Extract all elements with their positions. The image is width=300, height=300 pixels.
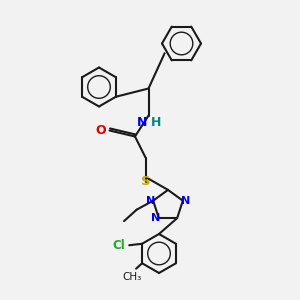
Text: H: H: [151, 116, 161, 129]
Text: N: N: [151, 213, 160, 223]
Text: N: N: [181, 196, 190, 206]
Text: CH₃: CH₃: [122, 272, 141, 282]
Text: Cl: Cl: [113, 239, 126, 252]
Text: O: O: [95, 124, 106, 137]
Text: S: S: [141, 175, 150, 188]
Text: N: N: [146, 196, 155, 206]
Text: N: N: [136, 116, 147, 129]
